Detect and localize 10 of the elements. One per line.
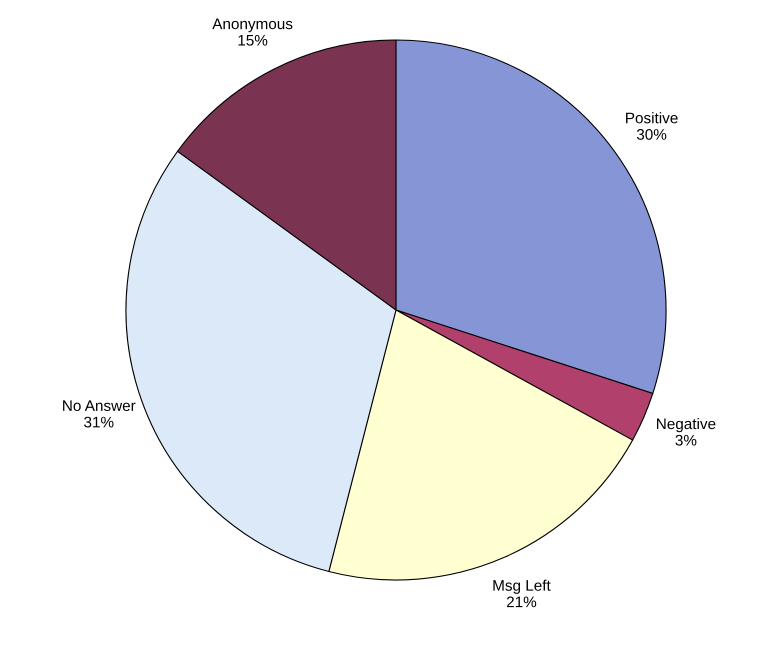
data-label: 31% [84, 416, 114, 428]
data-label: 21% [506, 596, 536, 608]
slice-label: Positive [626, 112, 678, 124]
slice-label: No Answer [63, 400, 136, 412]
slice-label: Msg Left [493, 580, 551, 594]
slice-label: Anonymous [212, 18, 292, 32]
data-label: 15% [238, 34, 268, 46]
slice-label: Negative [657, 418, 716, 432]
data-label: 30% [636, 129, 666, 140]
data-label: 3% [675, 434, 696, 446]
